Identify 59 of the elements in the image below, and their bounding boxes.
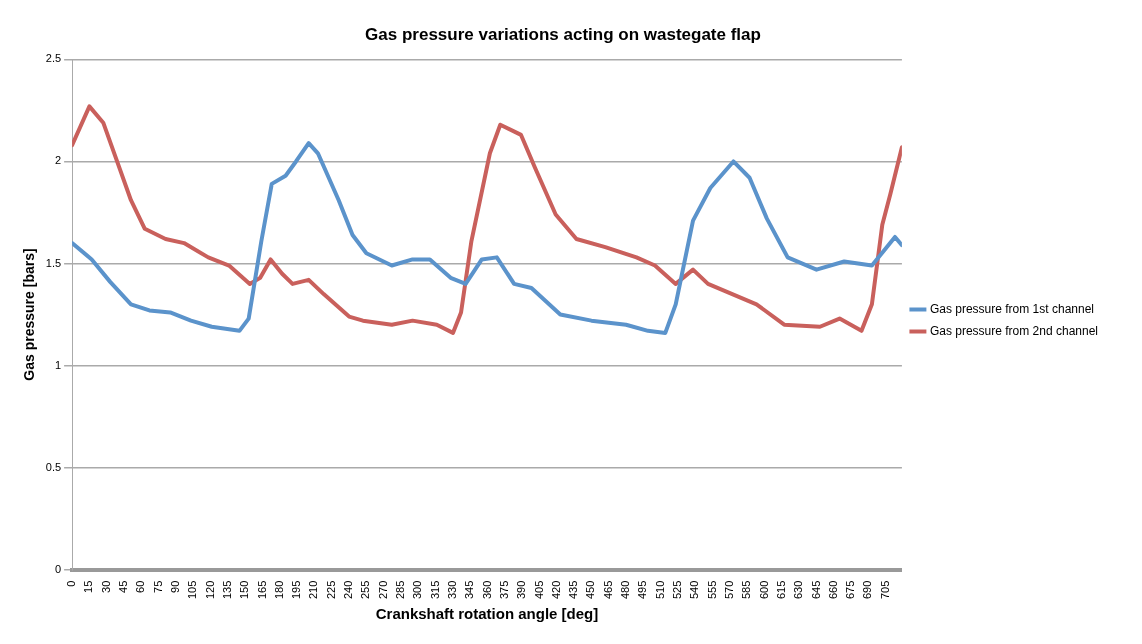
x-tick-label: 180	[272, 580, 285, 600]
legend-label: Gas pressure from 2nd channel	[929, 323, 1099, 338]
x-tick-label: 270	[376, 580, 389, 600]
x-tick-label: 60	[134, 580, 147, 593]
y-tick-label: 0	[54, 562, 62, 575]
x-tick-label: 465	[601, 580, 614, 600]
x-tick-label: 0	[65, 580, 78, 587]
x-tick-label: 480	[619, 580, 632, 600]
x-tick-label: 330	[445, 580, 458, 600]
x-tick-label: 405	[532, 580, 545, 600]
x-tick-label: 630	[792, 580, 805, 600]
x-tick-label: 225	[324, 580, 337, 600]
x-tick-label: 375	[497, 580, 510, 600]
y-tick-label: 0.5	[45, 460, 62, 473]
x-tick-label: 615	[774, 580, 787, 600]
legend-label: Gas pressure from 1st channel	[929, 301, 1094, 316]
y-tick-label: 1.5	[45, 256, 62, 269]
x-tick-label: 345	[463, 580, 476, 600]
x-tick-label: 150	[238, 580, 251, 600]
y-tick-label: 2.5	[45, 52, 62, 65]
x-tick-label: 510	[653, 580, 666, 600]
x-tick-label: 45	[117, 580, 130, 593]
x-tick-label: 450	[584, 580, 597, 600]
x-tick-label: 285	[394, 580, 407, 600]
x-tick-label: 165	[255, 580, 268, 600]
chart-title: Gas pressure variations acting on wastegate flap	[365, 24, 761, 44]
y-tick-label: 1	[54, 358, 62, 371]
x-tick-label: 120	[203, 580, 216, 600]
x-tick-label: 585	[740, 580, 753, 600]
x-tick-label: 255	[359, 580, 372, 600]
x-tick-label: 360	[480, 580, 493, 600]
x-tick-label: 390	[515, 580, 528, 600]
x-tick-label: 660	[826, 580, 839, 600]
x-tick-label: 570	[722, 580, 735, 600]
x-tick-label: 90	[168, 580, 181, 593]
x-tick-label: 675	[844, 580, 857, 600]
x-tick-label: 645	[809, 580, 822, 600]
x-tick-label: 300	[411, 580, 424, 600]
x-tick-label: 540	[688, 580, 701, 600]
y-tick-label: 2	[54, 154, 62, 167]
x-tick-label: 75	[151, 580, 164, 593]
x-tick-label: 315	[428, 580, 441, 600]
x-tick-label: 555	[705, 580, 718, 600]
x-tick-label: 600	[757, 580, 770, 600]
x-tick-label: 30	[99, 580, 112, 593]
x-tick-label: 420	[549, 580, 562, 600]
x-tick-label: 240	[342, 580, 355, 600]
x-tick-label: 495	[636, 580, 649, 600]
x-tick-label: 705	[878, 580, 891, 600]
x-tick-label: 690	[861, 580, 874, 600]
x-tick-label: 435	[567, 580, 580, 600]
y-axis-title: Gas pressure [bars]	[21, 248, 38, 381]
x-tick-label: 195	[290, 580, 303, 600]
x-tick-label: 210	[307, 580, 320, 600]
x-axis-title: Crankshaft rotation angle [deg]	[375, 605, 599, 623]
x-tick-label: 525	[671, 580, 684, 600]
x-tick-label: 105	[186, 580, 199, 600]
x-tick-label: 135	[220, 580, 233, 600]
x-tick-label: 15	[82, 580, 95, 593]
